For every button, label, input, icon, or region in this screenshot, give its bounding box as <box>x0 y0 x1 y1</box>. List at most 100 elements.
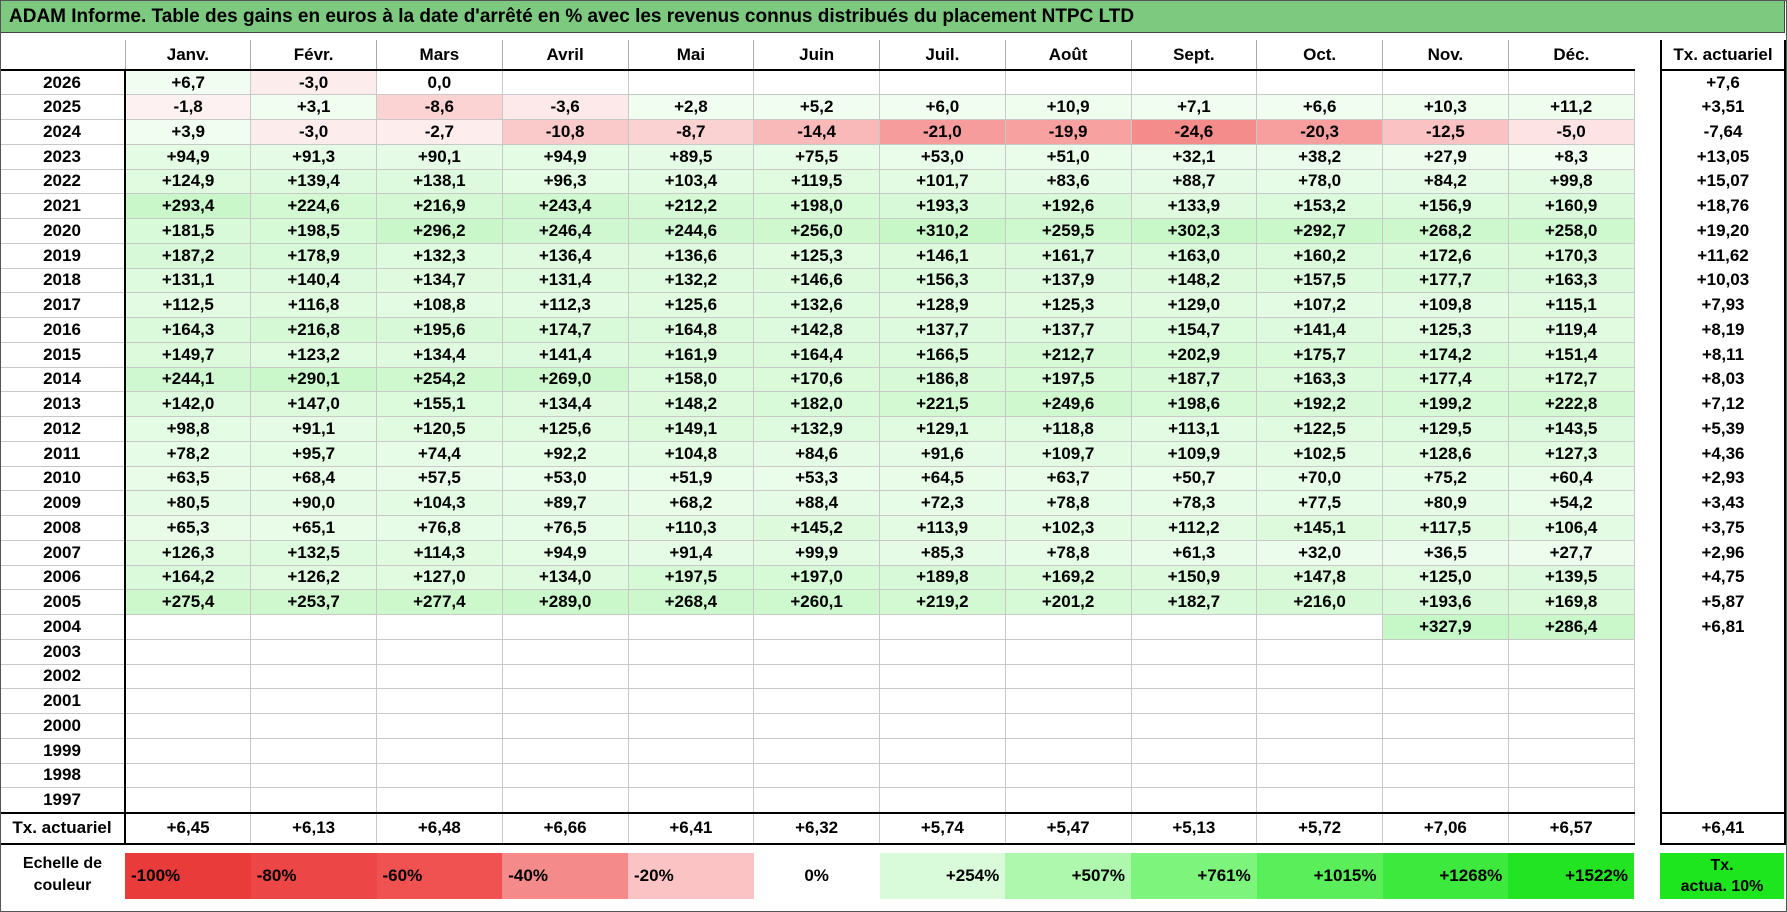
value-cell <box>1382 663 1509 690</box>
year-cell: 2005 <box>0 589 126 615</box>
value-cell: +155,1 <box>376 391 503 417</box>
value-cell <box>250 663 377 690</box>
value-cell <box>376 787 503 813</box>
value-cell: +177,7 <box>1382 267 1509 294</box>
value-cell: +292,7 <box>1256 218 1383 244</box>
value-cell: +177,4 <box>1382 366 1509 393</box>
value-cell: +128,9 <box>879 292 1006 318</box>
value-cell <box>376 737 503 764</box>
value-cell: +36,5 <box>1382 539 1509 566</box>
actuarial-rate-cell <box>1660 763 1786 788</box>
year-cell: 2016 <box>0 317 126 343</box>
value-cell: +147,8 <box>1256 564 1383 591</box>
value-cell: +99,8 <box>1507 168 1635 195</box>
actuarial-rate-cell: +8,03 <box>1660 367 1786 392</box>
value-cell: +221,5 <box>879 391 1006 417</box>
table-row: 2013 +142,0 +147,0 +155,1 +134,4 +148,2 +182,0… <box>0 391 1635 417</box>
value-cell <box>124 638 252 665</box>
value-cell: +90,1 <box>376 143 503 170</box>
value-cell <box>501 69 629 96</box>
value-cell: +160,2 <box>1256 242 1383 269</box>
value-cell: +140,4 <box>250 267 377 294</box>
value-cell <box>1130 69 1258 96</box>
value-cell <box>879 69 1006 96</box>
value-cell: +101,7 <box>879 168 1006 195</box>
value-cell: +161,9 <box>627 341 755 368</box>
value-cell <box>1130 737 1258 764</box>
year-cell: 2014 <box>0 366 126 393</box>
value-cell: +146,1 <box>879 242 1006 269</box>
value-cell: +134,4 <box>501 391 629 417</box>
value-cell: +192,2 <box>1256 391 1383 417</box>
value-cell <box>627 69 755 96</box>
value-cell: +164,2 <box>124 564 252 591</box>
value-cell: +293,4 <box>124 193 252 219</box>
value-cell: +63,5 <box>124 465 252 492</box>
year-cell: 2008 <box>0 515 126 541</box>
value-cell: +109,7 <box>1004 440 1132 467</box>
value-cell <box>627 638 755 665</box>
value-cell: +268,2 <box>1382 218 1509 244</box>
value-cell: +138,1 <box>376 168 503 195</box>
value-cell: -14,4 <box>753 119 880 145</box>
value-cell: +114,3 <box>376 539 503 566</box>
value-cell <box>627 663 755 690</box>
footer-value-cell: +5,72 <box>1256 811 1383 845</box>
value-cell: +57,5 <box>376 465 503 492</box>
value-cell: +197,5 <box>1004 366 1132 393</box>
month-header: Nov. <box>1382 40 1509 71</box>
actuarial-rate-cell <box>1660 664 1786 689</box>
actuarial-rate-cell: -7,64 <box>1660 119 1786 145</box>
value-cell: +189,8 <box>879 564 1006 591</box>
actuarial-rate-cell: +10,03 <box>1660 268 1786 293</box>
year-cell: 2007 <box>0 539 126 566</box>
year-cell: 2015 <box>0 341 126 368</box>
value-cell <box>501 737 629 764</box>
value-cell: +149,7 <box>124 341 252 368</box>
value-cell: +127,3 <box>1507 440 1635 467</box>
table-row: 2023 +94,9 +91,3 +90,1 +94,9 +89,5 +75,5 +53,0 +… <box>0 143 1635 170</box>
actuarial-rate-cell <box>1660 787 1786 813</box>
month-header-row: Janv. Févr. Mars Avril Mai Juin Juil. Août Sept.… <box>0 40 1634 71</box>
color-scale-label: Echelle de couleur <box>0 853 125 899</box>
value-cell: +161,7 <box>1004 242 1132 269</box>
value-cell: +89,7 <box>501 490 629 516</box>
value-cell: -2,7 <box>376 119 503 145</box>
color-scale-step: +1268% <box>1382 853 1509 899</box>
value-cell <box>1256 614 1383 640</box>
footer-value-cell: +5,13 <box>1130 811 1258 845</box>
value-cell: +3,1 <box>250 94 377 120</box>
target-rate-swatch: Tx. actua. 10% <box>1660 853 1784 899</box>
table-row: 1999 <box>0 737 1635 764</box>
actuarial-rate-cell <box>1660 713 1786 739</box>
value-cell <box>627 762 755 789</box>
value-cell: +94,9 <box>501 143 629 170</box>
report-title: ADAM Informe. Table des gains en euros à… <box>0 0 1785 33</box>
actuarial-rate-cell: +6,81 <box>1660 614 1786 640</box>
year-cell: 2020 <box>0 218 126 244</box>
value-cell: +90,0 <box>250 490 377 516</box>
value-cell: +2,8 <box>627 94 755 120</box>
actuarial-rate-cell: +5,87 <box>1660 589 1786 615</box>
value-cell <box>753 638 880 665</box>
value-cell <box>124 663 252 690</box>
value-cell: +10,3 <box>1382 94 1509 120</box>
value-cell: +137,7 <box>879 317 1006 343</box>
value-cell: +296,2 <box>376 218 503 244</box>
actuarial-rate-cell <box>1660 738 1786 763</box>
value-cell: +169,2 <box>1004 564 1132 591</box>
value-cell: +198,0 <box>753 193 880 219</box>
value-cell: +50,7 <box>1130 465 1258 492</box>
value-cell: +163,3 <box>1256 366 1383 393</box>
value-cell <box>627 787 755 813</box>
value-cell: +122,5 <box>1256 416 1383 442</box>
value-cell: +139,4 <box>250 168 377 195</box>
month-header: Déc. <box>1507 40 1634 71</box>
value-cell: +172,6 <box>1382 242 1509 269</box>
actuarial-rate-cell: +15,07 <box>1660 169 1786 194</box>
value-cell: +89,5 <box>627 143 755 170</box>
value-cell: +224,6 <box>250 193 377 219</box>
value-cell: +146,6 <box>753 267 880 294</box>
value-cell <box>376 688 503 714</box>
value-cell <box>1507 638 1635 665</box>
